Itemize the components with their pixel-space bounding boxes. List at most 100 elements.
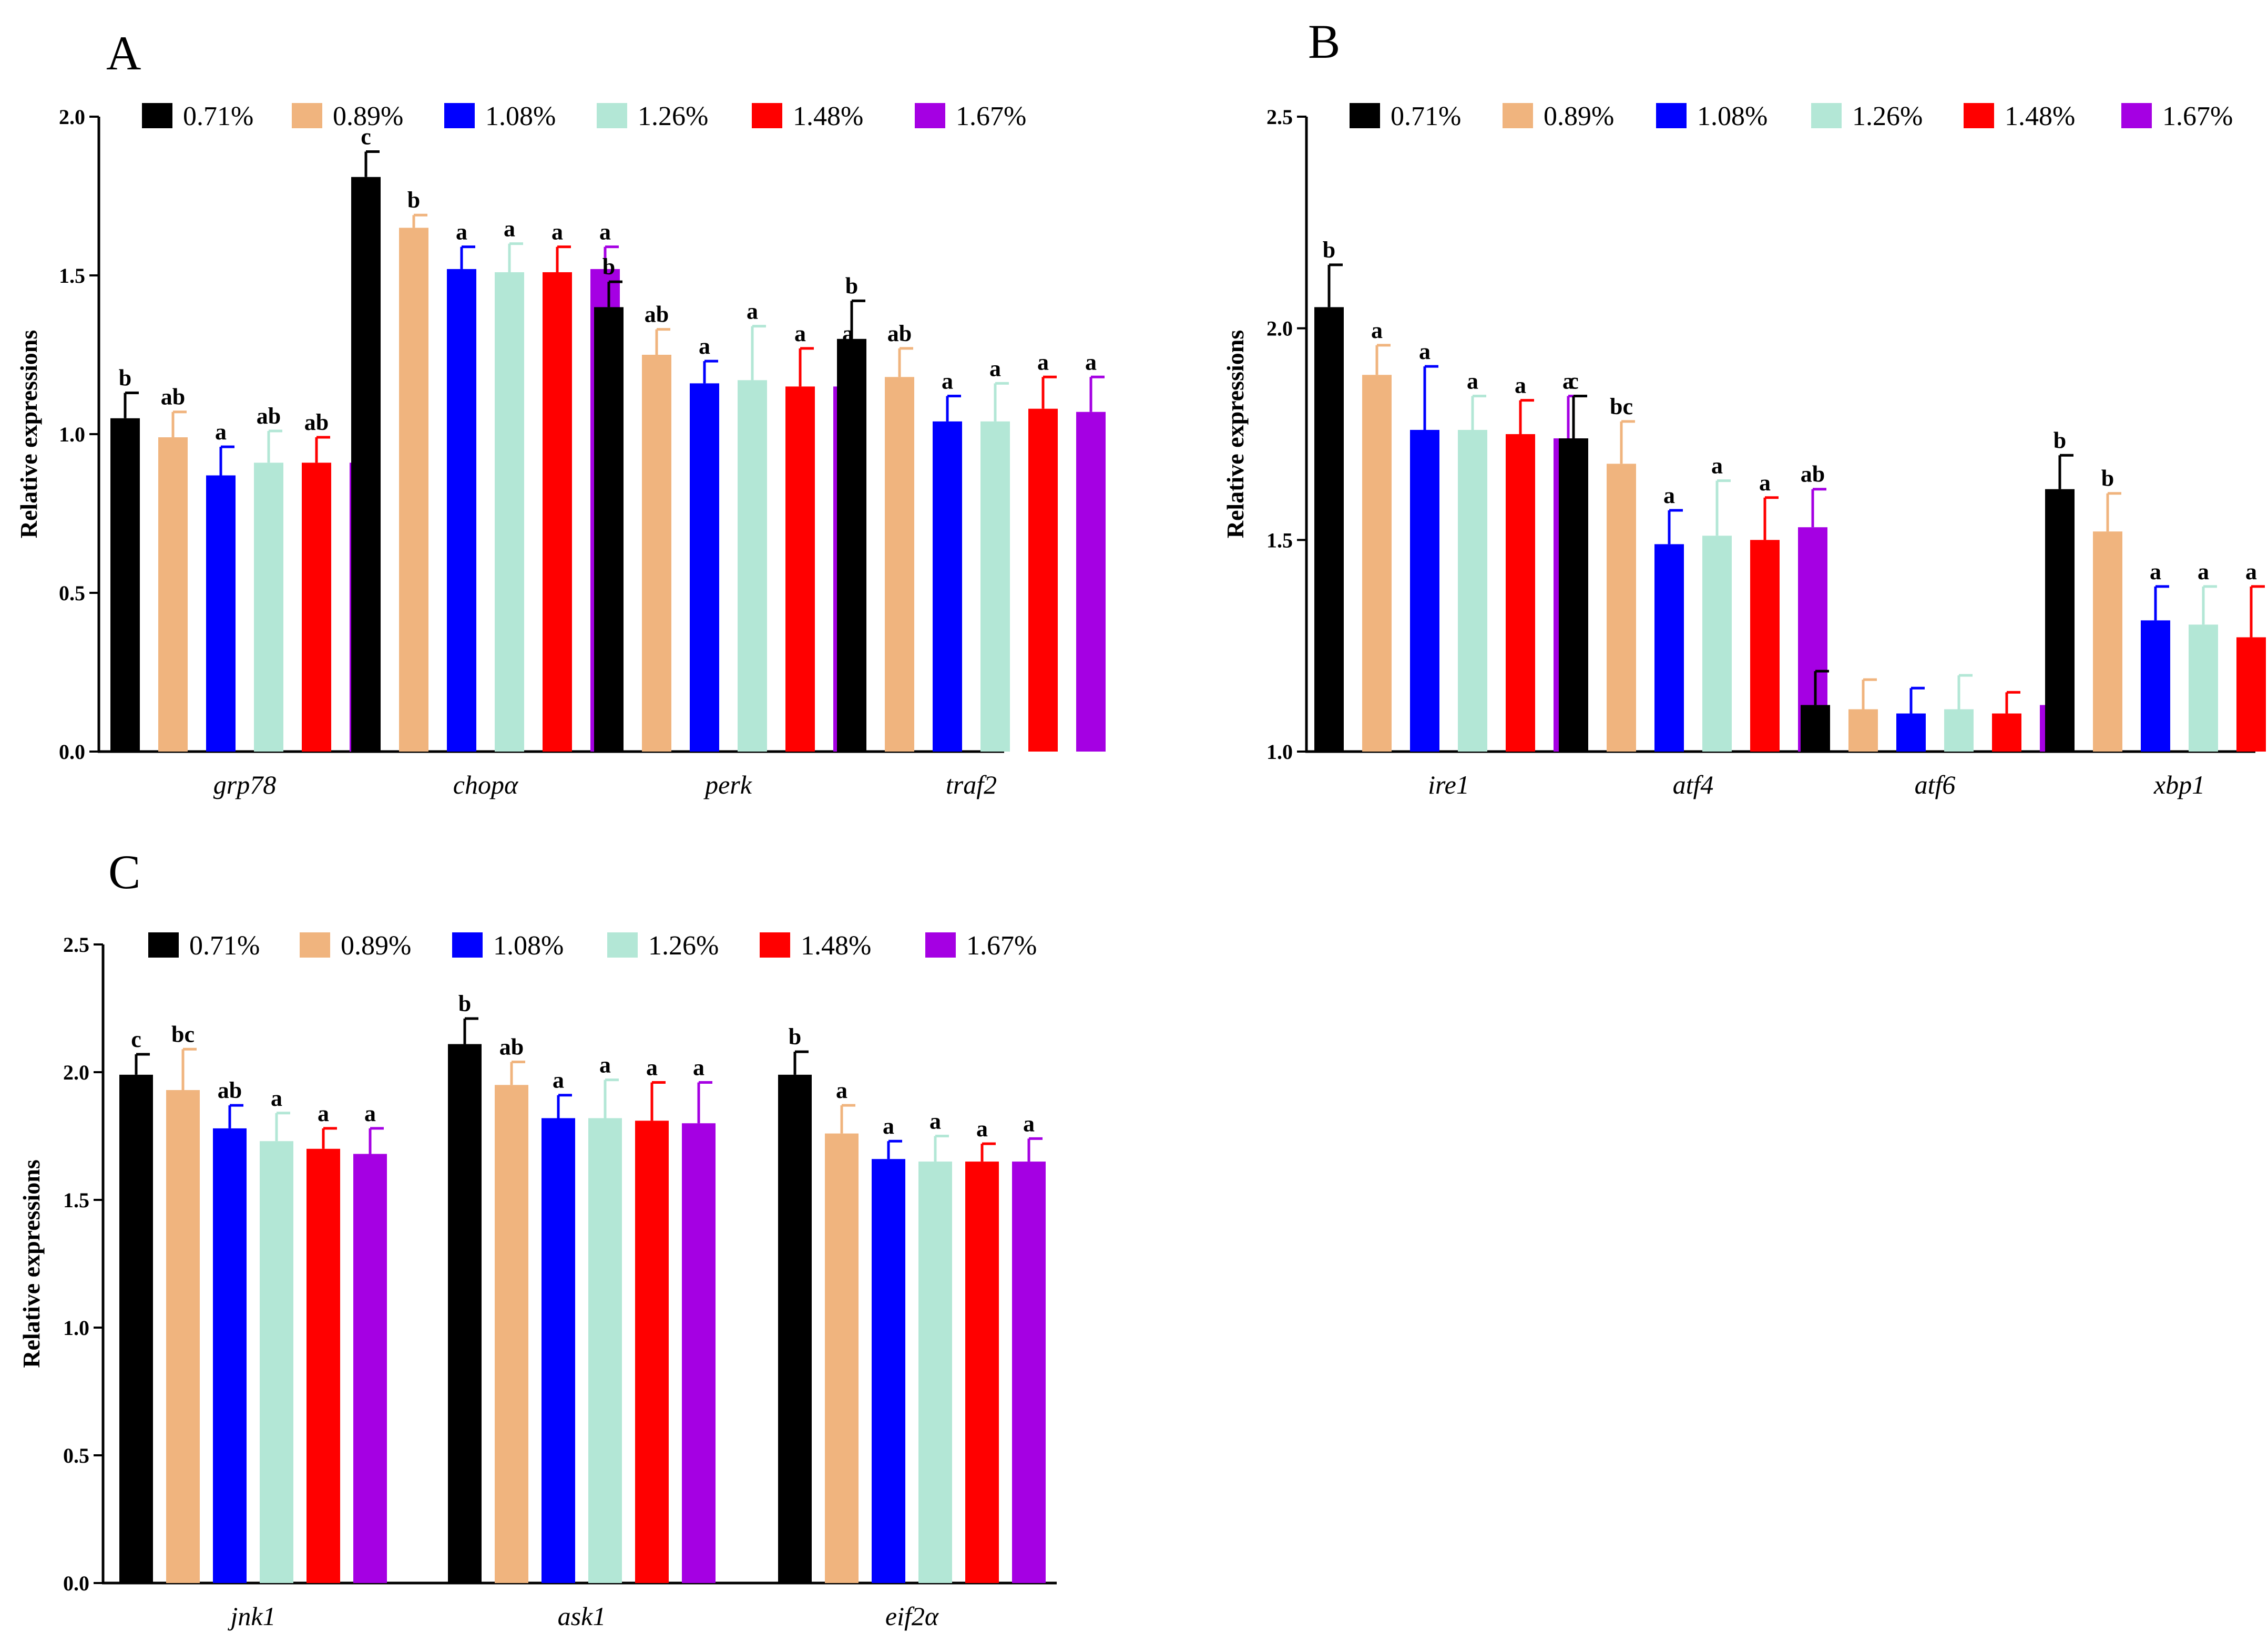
legend-entry: 0.71% — [1391, 101, 1461, 131]
panel-c: C 0.0 0.5 1.0 1.5 2.0 2.5 Relative expressions 0… — [18, 845, 1057, 1631]
significance-label: b — [407, 187, 420, 213]
significance-label: a — [929, 1108, 941, 1134]
bar — [1801, 705, 1830, 752]
significance-label: a — [1085, 349, 1097, 375]
bar — [825, 1133, 859, 1583]
bar — [837, 338, 866, 752]
y-tick-label: 1.0 — [1266, 740, 1293, 764]
bar — [399, 228, 428, 752]
bar — [1314, 307, 1344, 752]
significance-label: a — [551, 219, 563, 245]
legend-entry: 0.71% — [189, 931, 260, 961]
significance-label: a — [1467, 368, 1478, 394]
y-tick-label: 1.5 — [1266, 528, 1293, 552]
bar — [302, 463, 331, 752]
bar — [933, 421, 962, 752]
legend-entry: 1.08% — [1697, 101, 1768, 131]
panel-a: A 0.0 0.5 1.0 1.5 2.0 Relative expressions 0.71… — [15, 26, 1106, 799]
bar — [543, 272, 572, 752]
bar — [738, 380, 767, 752]
legend-swatch — [607, 932, 638, 958]
bar — [690, 383, 719, 752]
bar — [158, 437, 188, 752]
significance-label: a — [318, 1101, 329, 1126]
bar — [594, 307, 624, 752]
bar — [588, 1118, 622, 1583]
legend-swatch — [752, 103, 782, 128]
significance-label: ab — [304, 409, 329, 435]
bar — [2045, 489, 2075, 752]
legend-entry: 1.26% — [648, 931, 719, 961]
y-axis-title: Relative expressions — [18, 1159, 45, 1368]
y-tick-label: 2.0 — [1266, 317, 1293, 341]
significance-label: c — [361, 124, 371, 149]
bar — [495, 272, 524, 752]
significance-label: a — [942, 368, 953, 394]
significance-label: a — [836, 1077, 847, 1103]
significance-label: a — [456, 219, 467, 245]
bar — [447, 269, 476, 752]
legend-entry: 1.67% — [956, 101, 1026, 131]
bar — [254, 463, 283, 752]
legend-entry: 1.26% — [638, 101, 708, 131]
bar — [980, 421, 1010, 752]
y-tick-label: 1.0 — [63, 1316, 89, 1340]
category-label: atf4 — [1673, 770, 1714, 799]
significance-label: a — [794, 321, 806, 346]
category-label: ire1 — [1428, 770, 1469, 799]
significance-label: a — [504, 216, 515, 242]
significance-label: a — [883, 1113, 894, 1139]
bar — [1654, 544, 1684, 752]
bar — [1028, 408, 1058, 752]
bar — [448, 1044, 482, 1583]
significance-label: a — [215, 419, 227, 445]
category-label: jnk1 — [227, 1601, 275, 1631]
y-tick-label: 1.5 — [63, 1188, 89, 1212]
legend-swatch — [1503, 103, 1533, 128]
bar — [872, 1159, 905, 1583]
significance-label: b — [2054, 427, 2066, 453]
y-tick-label: 2.5 — [1266, 105, 1293, 129]
bar — [110, 418, 140, 752]
legend-swatch — [1656, 103, 1687, 128]
significance-label: b — [789, 1024, 801, 1050]
significance-label: a — [693, 1054, 704, 1080]
bar — [778, 1074, 812, 1583]
legend-entry: 1.67% — [2162, 101, 2233, 131]
significance-label: a — [364, 1101, 376, 1126]
y-tick-label: 0.5 — [59, 581, 85, 605]
y-tick-label: 0.0 — [59, 740, 85, 764]
significance-label: a — [2245, 559, 2257, 584]
significance-label: a — [989, 355, 1001, 381]
significance-label: b — [602, 254, 615, 280]
significance-label: a — [747, 299, 758, 324]
significance-label: c — [131, 1026, 141, 1052]
legend-swatch — [148, 932, 179, 958]
significance-label: c — [1568, 368, 1579, 394]
bar — [166, 1090, 200, 1583]
legend-swatch — [300, 932, 330, 958]
category-label: eif2α — [885, 1601, 939, 1631]
significance-label: b — [458, 991, 471, 1016]
bar — [213, 1128, 247, 1583]
legend-swatch — [597, 103, 627, 128]
panel-letter: B — [1308, 15, 1340, 68]
y-axis-title: Relative expressions — [1222, 330, 1249, 539]
y-tick-label: 2.0 — [63, 1061, 89, 1084]
category-label: chopα — [453, 770, 519, 799]
bar — [885, 377, 914, 752]
significance-label: a — [1759, 470, 1771, 496]
category-label: atf6 — [1915, 770, 1956, 799]
significance-label: a — [553, 1067, 564, 1093]
bar — [1076, 412, 1106, 752]
bar — [1750, 540, 1780, 752]
y-tick-label: 1.5 — [59, 264, 85, 287]
y-tick-label: 0.5 — [63, 1444, 89, 1467]
significance-label: ab — [887, 321, 912, 346]
significance-label: a — [1419, 338, 1431, 364]
legend-entry: 0.89% — [341, 931, 411, 961]
significance-label: a — [976, 1116, 988, 1142]
bar — [642, 355, 671, 752]
significance-label: a — [271, 1085, 282, 1111]
